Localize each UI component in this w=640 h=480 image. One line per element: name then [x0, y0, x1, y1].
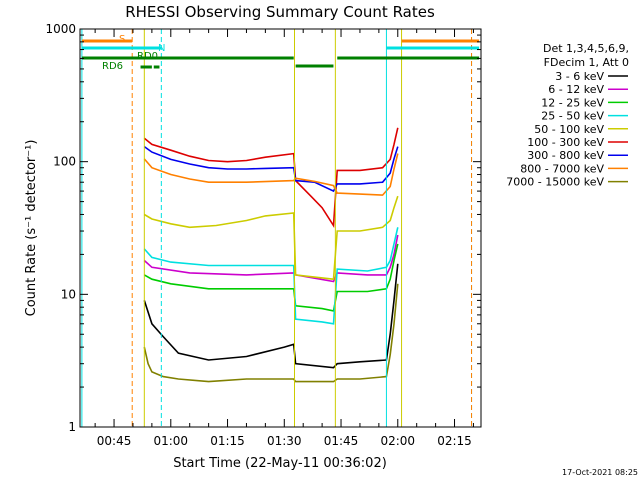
legend-header-line1: Det 1,3,4,5,6,9, — [543, 42, 629, 55]
x-tick-label-4: 01:45 — [324, 434, 359, 448]
flag-vertical-lines — [81, 29, 473, 427]
series-line-8 — [143, 283, 399, 383]
legend-label-7: 800 - 7000 keV — [520, 162, 604, 175]
series-line-7 — [143, 153, 399, 196]
legend-label-4: 50 - 100 keV — [534, 123, 604, 136]
x-tick-label-6: 02:15 — [437, 434, 472, 448]
legend-label-6: 300 - 800 keV — [527, 149, 604, 162]
legend-header-line2: FDecim 1, Att 0 — [544, 56, 629, 69]
plot-frame — [79, 28, 482, 428]
x-tick-label-1: 01:00 — [153, 434, 188, 448]
series-layer — [143, 127, 399, 383]
flag-label-rd6: RD6 — [102, 61, 123, 72]
legend-label-3: 25 - 50 keV — [541, 110, 604, 123]
flag-label-n: N — [158, 43, 165, 54]
y-tick-label-3: 1000 — [45, 22, 76, 36]
legend-label-8: 7000 - 15000 keV — [506, 176, 604, 189]
series-line-3 — [143, 227, 399, 325]
series-line-2 — [143, 243, 399, 312]
axis-ticks: 00:45 01:00 01:15 01:30 01:45 02:00 02:15 1 10 10… — [45, 22, 481, 448]
x-tick-label-5: 02:00 — [380, 434, 415, 448]
y-tick-label-0: 1 — [68, 420, 76, 434]
flag-bars — [81, 39, 480, 69]
legend-label-5: 100 - 300 keV — [527, 136, 604, 149]
x-tick-label-3: 01:30 — [267, 434, 302, 448]
series-line-0 — [143, 263, 399, 369]
chart-title: RHESSI Observing Summary Count Rates — [125, 3, 435, 21]
footer-timestamp: 17-Oct-2021 08:25 — [562, 468, 638, 477]
y-axis-label: Count Rate (s⁻¹ detector⁻¹) — [24, 140, 39, 317]
y-tick-label-1: 10 — [61, 287, 76, 301]
x-tick-label-2: 01:15 — [210, 434, 245, 448]
x-tick-label-0: 00:45 — [97, 434, 132, 448]
series-line-1 — [143, 234, 399, 283]
legend-label-1: 6 - 12 keV — [548, 83, 604, 96]
flag-label-rd0: RD0 — [137, 51, 158, 62]
flag-label-s: S — [119, 34, 125, 45]
series-line-4 — [143, 195, 399, 281]
x-axis-label: Start Time (22-May-11 00:36:02) — [173, 456, 387, 471]
legend-label-0: 3 - 6 keV — [555, 70, 604, 83]
legend-label-2: 12 - 25 keV — [541, 96, 604, 109]
y-tick-label-2: 100 — [53, 155, 76, 169]
